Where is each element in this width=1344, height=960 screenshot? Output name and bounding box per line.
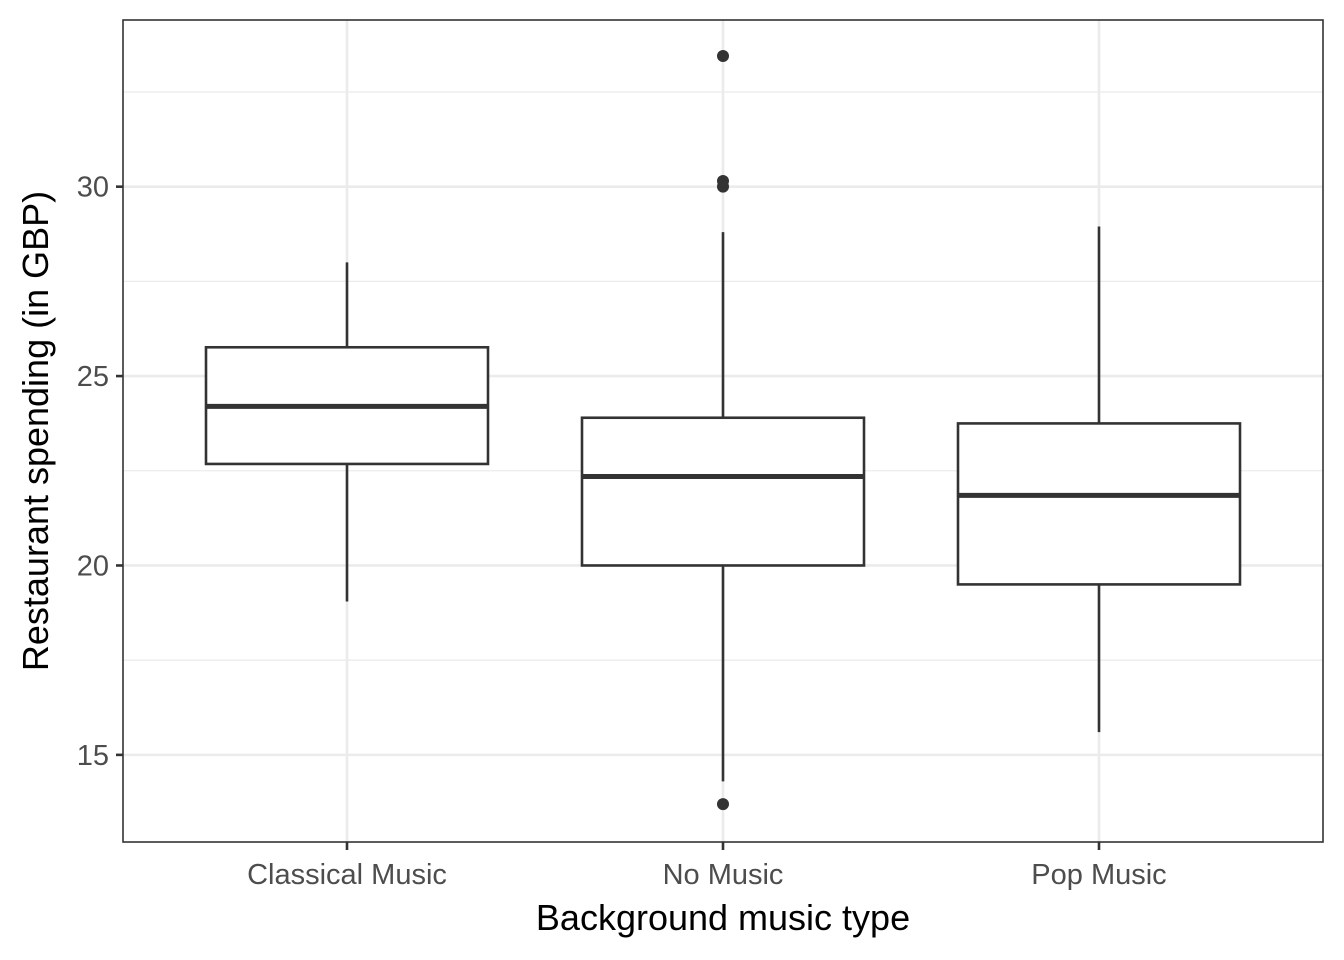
outlier-point bbox=[717, 49, 729, 62]
y-tick-label: 30 bbox=[77, 172, 109, 204]
axes: 15 20 25 30 Classical Music No Music Pop Music bbox=[77, 172, 1167, 891]
y-axis-title: Restaurant spending (in GBP) bbox=[15, 191, 56, 671]
outlier-point bbox=[717, 174, 729, 187]
y-tick-label: 25 bbox=[77, 361, 109, 393]
boxes bbox=[204, 49, 1242, 811]
y-tick-label: 15 bbox=[77, 740, 109, 772]
x-tick-label: No Music bbox=[663, 859, 784, 891]
box-iqr bbox=[956, 422, 1242, 586]
x-tick-label: Pop Music bbox=[1031, 859, 1166, 891]
x-tick-label: Classical Music bbox=[247, 859, 447, 891]
box-group bbox=[956, 226, 1242, 733]
y-tick-label: 20 bbox=[77, 550, 109, 582]
x-axis-title: Background music type bbox=[536, 897, 910, 938]
box-group bbox=[580, 49, 866, 811]
box-group bbox=[204, 262, 490, 602]
outlier-point bbox=[717, 798, 729, 811]
box-iqr bbox=[580, 416, 866, 567]
